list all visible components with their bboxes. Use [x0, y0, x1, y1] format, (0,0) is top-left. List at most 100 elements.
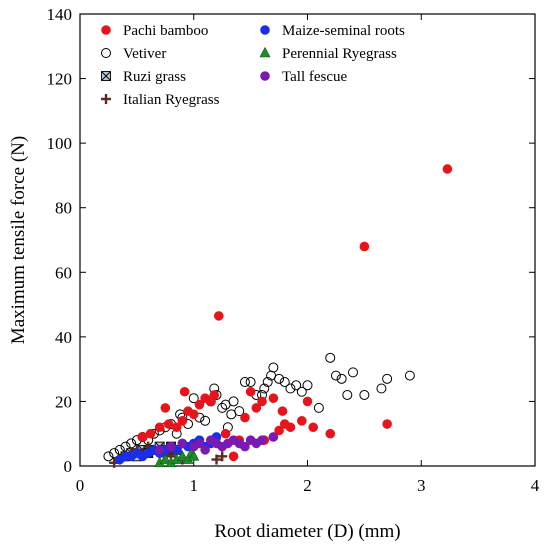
data-point	[291, 380, 302, 391]
data-point	[336, 373, 347, 384]
data-point	[177, 415, 188, 426]
x-tick-label: 2	[303, 476, 312, 495]
data-point	[245, 377, 256, 388]
data-point	[302, 396, 313, 407]
y-tick-label: 20	[55, 392, 72, 411]
data-point	[211, 454, 222, 465]
data-point	[188, 450, 200, 461]
legend-item: Maize-seminal roots	[260, 23, 405, 39]
series-perennial-ryegrass	[154, 446, 200, 468]
data-points	[103, 164, 453, 468]
data-point	[325, 428, 336, 439]
legend-label: Tall fescue	[282, 69, 348, 85]
data-point	[234, 406, 245, 417]
y-tick-label: 120	[47, 70, 73, 89]
data-point	[160, 403, 171, 413]
y-tick-label: 60	[55, 263, 72, 282]
data-point	[279, 377, 290, 388]
data-point	[348, 367, 358, 378]
data-point	[302, 380, 313, 391]
data-point	[188, 393, 199, 404]
data-point	[342, 389, 353, 400]
legend-label: Ruzi grass	[123, 69, 186, 85]
data-point	[220, 428, 231, 439]
data-point	[209, 390, 220, 400]
data-point	[177, 438, 188, 449]
data-point	[274, 425, 284, 436]
data-point	[126, 438, 137, 449]
data-point	[285, 422, 296, 433]
data-point	[330, 370, 341, 381]
data-point	[120, 441, 131, 452]
legend-item: Pachi bamboo	[101, 23, 208, 39]
data-point	[382, 419, 392, 429]
data-point	[257, 435, 267, 445]
data-point	[325, 352, 336, 363]
legend-marker-icon	[260, 25, 270, 35]
data-point	[103, 451, 114, 462]
x-tick-label: 4	[531, 476, 540, 495]
data-point	[145, 428, 156, 439]
data-point	[262, 377, 273, 388]
data-point	[228, 451, 239, 462]
legend-item: Italian Ryegrass	[101, 92, 220, 108]
legend-label: Maize-seminal roots	[282, 23, 405, 39]
data-point	[442, 164, 453, 174]
legend-label: Vetiver	[123, 46, 166, 62]
legend-marker-icon	[259, 46, 271, 58]
legend-label: Italian Ryegrass	[123, 92, 220, 108]
data-point	[259, 383, 270, 394]
data-point	[114, 444, 125, 455]
data-point	[313, 402, 324, 413]
data-point	[359, 241, 370, 252]
data-point	[176, 450, 188, 461]
data-point	[217, 451, 228, 462]
data-point	[163, 419, 174, 429]
data-point	[274, 373, 285, 384]
data-point	[277, 406, 288, 416]
data-point	[213, 311, 224, 321]
data-point	[179, 386, 190, 397]
y-tick-label: 40	[55, 328, 72, 347]
x-axis-label: Root diameter (D) (mm)	[214, 521, 400, 542]
y-axis-label: Maximum tensile force (N)	[8, 136, 29, 344]
data-point	[200, 445, 210, 455]
legend-marker-icon	[101, 25, 111, 35]
legend-marker-icon	[101, 94, 111, 104]
legend-label: Perennial Ryegrass	[282, 46, 397, 62]
data-point	[171, 422, 182, 433]
data-point	[268, 393, 279, 404]
y-tick-label: 140	[47, 5, 73, 24]
data-point	[154, 422, 165, 433]
x-tick-label: 3	[417, 476, 426, 495]
data-point	[257, 396, 267, 407]
data-point	[239, 377, 250, 388]
legend-label: Pachi bamboo	[123, 23, 208, 39]
data-point	[296, 386, 307, 397]
data-point	[376, 383, 387, 394]
data-point	[240, 441, 250, 452]
data-point	[359, 389, 370, 400]
data-point	[188, 409, 199, 420]
data-point	[308, 422, 318, 433]
data-point	[382, 373, 393, 384]
data-point	[404, 370, 415, 381]
data-point	[285, 383, 296, 394]
legend-item: Ruzi grass	[101, 69, 186, 85]
series-pachi-bamboo	[137, 164, 453, 462]
data-point	[268, 362, 279, 373]
data-point	[251, 403, 262, 413]
data-point	[297, 415, 307, 426]
data-point	[137, 432, 148, 442]
data-point	[109, 448, 120, 459]
legend-marker-icon	[101, 71, 111, 81]
data-point	[194, 438, 205, 449]
data-point	[268, 432, 279, 442]
data-point	[228, 396, 239, 407]
series-tall-fescue	[154, 432, 279, 455]
x-tick-label: 0	[76, 476, 85, 495]
y-tick-label: 0	[64, 457, 73, 476]
data-point	[217, 402, 228, 413]
